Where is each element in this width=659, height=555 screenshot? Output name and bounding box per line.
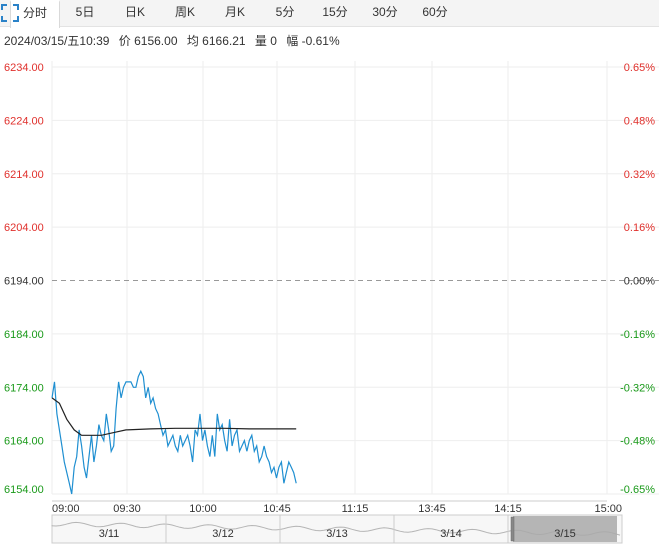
y-tick-left-5: 6184.00: [4, 329, 44, 341]
navigator-day-3: 3/14: [440, 528, 461, 540]
navigator-day-2: 3/13: [326, 528, 347, 540]
navigator-day-0: 3/11: [99, 528, 120, 540]
y-tick-right-3: 0.16%: [624, 222, 655, 234]
info-bar: 2024/03/15/五10:39 价 6156.00 均 6166.21 量 …: [4, 32, 346, 49]
navigator-selection: [513, 516, 617, 542]
y-tick-left-4: 6194.00: [4, 276, 44, 288]
navigator-day-1: 3/12: [212, 528, 233, 540]
navigator-day-4: 3/15: [554, 528, 575, 540]
y-tick-right-6: -0.32%: [620, 382, 655, 394]
info-change: 幅 -0.61%: [286, 34, 340, 48]
avg-line: [51, 397, 297, 436]
info-avg: 均 6166.21: [186, 34, 246, 48]
tab-2[interactable]: 日K: [124, 5, 145, 19]
info-price: 价 6156.00: [118, 34, 178, 48]
y-tick-right-7: -0.48%: [620, 436, 655, 448]
y-tick-left-0: 6234.00: [4, 62, 44, 74]
x-tick-4: 11:15: [342, 503, 369, 515]
period-tabs: 分时 5日 日K 周K 月K 5分 15分 30分 60分: [0, 0, 659, 28]
y-tick-left-6: 6174.00: [4, 382, 44, 394]
tab-0[interactable]: 分时: [10, 0, 60, 28]
navigator-handle-left: [510, 516, 515, 542]
tab-8[interactable]: 60分: [422, 5, 448, 19]
y-tick-right-1: 0.48%: [624, 115, 655, 127]
tab-7[interactable]: 30分: [372, 5, 398, 19]
info-datetime: 2024/03/15/五10:39: [4, 34, 110, 48]
y-tick-right-0: 0.65%: [624, 62, 655, 74]
x-tick-5: 13:45: [418, 503, 446, 515]
fullscreen-icon[interactable]: [0, 3, 20, 23]
x-tick-7: 15:00: [594, 503, 622, 515]
tab-3[interactable]: 周K: [174, 5, 195, 19]
tab-4[interactable]: 月K: [224, 5, 245, 19]
price-line: [51, 369, 297, 495]
x-tick-6: 14:15: [494, 503, 522, 515]
info-volume: 量 0: [254, 34, 277, 48]
y-tick-right-2: 0.32%: [624, 169, 655, 181]
y-tick-left-7: 6164.00: [4, 436, 44, 448]
y-tick-left-3: 6204.00: [4, 222, 44, 234]
tab-6[interactable]: 15分: [322, 5, 348, 19]
y-tick-right-4: 0.00%: [624, 276, 655, 288]
tab-5[interactable]: 5分: [275, 5, 295, 19]
tab-1[interactable]: 5日: [75, 5, 95, 19]
y-tick-left-1: 6224.00: [4, 115, 44, 127]
x-tick-1: 09:30: [113, 503, 141, 515]
y-tick-right-5: -0.16%: [620, 329, 655, 341]
y-tick-left-2: 6214.00: [4, 169, 44, 181]
x-tick-3: 10:45: [263, 503, 291, 515]
y-tick-right-8: -0.65%: [620, 484, 655, 496]
y-tick-left-8: 6154.00: [4, 484, 44, 496]
x-tick-2: 10:00: [189, 503, 217, 515]
x-tick-0: 09:00: [52, 503, 80, 515]
